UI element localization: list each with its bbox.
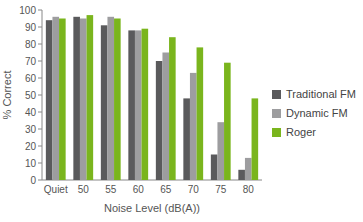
y-axis-label: % Correct: [1, 71, 13, 120]
x-tick-label: 75: [215, 184, 227, 195]
bar: [128, 30, 135, 180]
y-tick-label: 50: [25, 90, 37, 101]
bar: [101, 25, 108, 180]
y-tick: [38, 163, 42, 164]
y-tick: [38, 129, 42, 130]
y-tick-label: 40: [25, 107, 37, 118]
y-tick: [38, 146, 42, 147]
bar: [169, 37, 176, 180]
bar: [52, 17, 59, 180]
bar: [217, 122, 224, 180]
bar: [245, 158, 252, 180]
y-tick-label: 20: [25, 141, 37, 152]
legend-label: Traditional FM: [286, 88, 356, 100]
legend-label: Dynamic FM: [286, 107, 348, 119]
bar: [135, 30, 142, 180]
y-axis: [42, 10, 43, 180]
y-tick: [38, 44, 42, 45]
x-tick-label: 60: [133, 184, 145, 195]
legend-swatch: [272, 90, 281, 99]
bar: [197, 47, 204, 180]
x-axis-label: Noise Level (dB(A)): [104, 202, 200, 214]
bar: [107, 17, 114, 180]
y-tick-label: 60: [25, 73, 37, 84]
bar: [87, 15, 94, 180]
legend-swatch: [272, 128, 281, 137]
y-tick: [38, 112, 42, 113]
x-tick-label: 70: [188, 184, 200, 195]
bar: [59, 19, 66, 181]
legend-swatch: [272, 109, 281, 118]
y-tick: [38, 27, 42, 28]
bar: [252, 98, 259, 180]
x-tick-label: 65: [160, 184, 172, 195]
y-tick-label: 80: [25, 39, 37, 50]
x-tick-label: Quiet: [44, 184, 68, 195]
x-tick-label: 50: [78, 184, 90, 195]
x-tick-label: 55: [105, 184, 117, 195]
y-tick-label: 0: [30, 175, 36, 186]
bar: [190, 73, 197, 180]
y-tick-label: 70: [25, 56, 37, 67]
bar: [162, 53, 169, 181]
y-tick-label: 30: [25, 124, 37, 135]
y-tick: [38, 180, 42, 181]
bar: [183, 98, 190, 180]
y-tick: [38, 61, 42, 62]
chart: 0 10 20 30 40 50 60 70 80 90 100 Quiet 50 55 60 65 70 75 8…: [0, 0, 363, 222]
bar: [114, 19, 121, 181]
bar: [156, 61, 163, 180]
y-tick: [38, 10, 42, 11]
bar: [211, 155, 218, 181]
legend-label: Roger: [286, 126, 316, 138]
y-tick-label: 90: [25, 22, 37, 33]
y-tick-label: 100: [19, 5, 36, 16]
bar: [80, 19, 87, 181]
x-tick-label: 80: [243, 184, 255, 195]
y-tick: [38, 78, 42, 79]
bar: [142, 29, 149, 180]
y-tick-label: 10: [25, 158, 37, 169]
bar: [46, 20, 53, 180]
bar: [224, 63, 231, 180]
bar: [238, 170, 245, 180]
bar: [73, 17, 80, 180]
y-tick: [38, 95, 42, 96]
bars: [46, 15, 258, 180]
